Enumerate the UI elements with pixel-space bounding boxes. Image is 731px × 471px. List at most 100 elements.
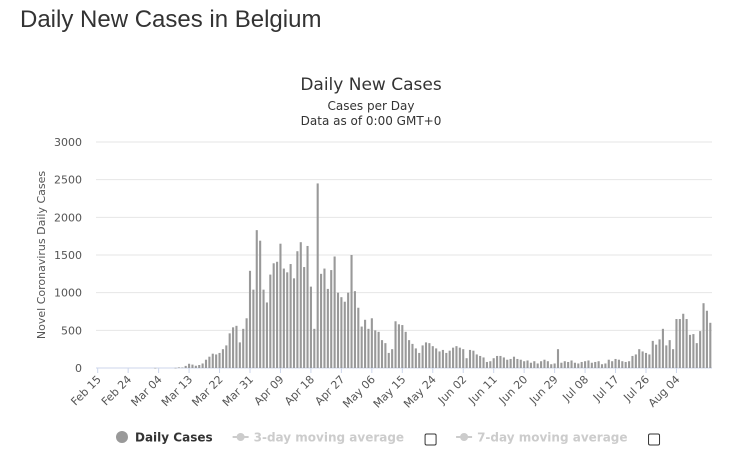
bar[interactable] — [279, 243, 282, 368]
legend-item[interactable]: 7-day moving average — [456, 431, 661, 446]
bar[interactable] — [675, 319, 678, 368]
bar[interactable] — [296, 251, 299, 368]
bar[interactable] — [282, 268, 285, 368]
bar[interactable] — [546, 361, 549, 368]
bar[interactable] — [556, 349, 560, 368]
bar[interactable] — [634, 354, 637, 368]
bar[interactable] — [526, 360, 529, 368]
bar[interactable] — [235, 325, 238, 368]
bar[interactable] — [590, 362, 593, 368]
bar[interactable] — [347, 292, 350, 368]
bar[interactable] — [685, 319, 688, 368]
bar[interactable] — [519, 359, 522, 368]
bar[interactable] — [309, 286, 312, 368]
bar[interactable] — [655, 344, 658, 368]
bar[interactable] — [289, 264, 292, 368]
bar[interactable] — [414, 348, 417, 368]
bar[interactable] — [688, 334, 692, 368]
bar[interactable] — [584, 361, 587, 368]
bar[interactable] — [550, 364, 553, 368]
bar[interactable] — [238, 342, 241, 368]
bar[interactable] — [702, 303, 705, 368]
bar[interactable] — [448, 350, 451, 368]
bar[interactable] — [536, 363, 539, 368]
bar[interactable] — [445, 352, 448, 368]
bar[interactable] — [638, 349, 641, 368]
bar[interactable] — [479, 355, 482, 368]
bar[interactable] — [377, 331, 380, 368]
bar[interactable] — [658, 339, 661, 368]
bar[interactable] — [269, 274, 272, 368]
bar[interactable] — [496, 355, 499, 368]
bar[interactable] — [255, 230, 258, 368]
bar[interactable] — [644, 352, 648, 368]
bar[interactable] — [533, 361, 536, 368]
bar[interactable] — [482, 357, 485, 368]
bar[interactable] — [367, 328, 370, 368]
legend-checkbox[interactable] — [424, 433, 437, 446]
bar[interactable] — [458, 347, 461, 368]
bar[interactable] — [614, 358, 617, 368]
bar[interactable] — [350, 255, 353, 368]
bar[interactable] — [628, 361, 631, 368]
bar[interactable] — [492, 358, 495, 368]
bar[interactable] — [353, 291, 356, 368]
bar[interactable] — [435, 348, 438, 368]
bar[interactable] — [682, 313, 685, 368]
bar[interactable] — [705, 310, 708, 368]
bar[interactable] — [600, 364, 604, 368]
bar[interactable] — [475, 354, 478, 368]
bar[interactable] — [221, 349, 224, 368]
bar[interactable] — [204, 359, 208, 368]
bar[interactable] — [262, 289, 265, 368]
bar[interactable] — [617, 359, 620, 368]
bar[interactable] — [380, 340, 384, 368]
bar[interactable] — [391, 349, 394, 368]
bar[interactable] — [502, 357, 505, 368]
bar[interactable] — [641, 351, 644, 368]
bar[interactable] — [665, 345, 668, 368]
bar[interactable] — [597, 361, 600, 368]
bar[interactable] — [370, 318, 373, 368]
bar[interactable] — [462, 349, 465, 368]
bar[interactable] — [611, 361, 614, 368]
bar[interactable] — [174, 367, 177, 369]
bar[interactable] — [408, 340, 411, 368]
bar[interactable] — [191, 364, 194, 368]
bar[interactable] — [323, 268, 326, 368]
bar[interactable] — [384, 343, 387, 368]
bar[interactable] — [607, 359, 610, 368]
bar[interactable] — [472, 350, 475, 368]
bar[interactable] — [499, 355, 502, 368]
bar[interactable] — [252, 289, 255, 368]
bar[interactable] — [563, 361, 566, 368]
bar[interactable] — [465, 358, 468, 368]
bar[interactable] — [489, 361, 492, 368]
bar[interactable] — [333, 256, 336, 368]
bar[interactable] — [648, 354, 651, 368]
bar[interactable] — [259, 240, 262, 368]
bar[interactable] — [512, 356, 516, 368]
bar[interactable] — [418, 352, 421, 368]
bar[interactable] — [265, 302, 268, 368]
bar[interactable] — [343, 301, 346, 368]
bar[interactable] — [678, 319, 681, 368]
bar[interactable] — [594, 361, 597, 368]
bar[interactable] — [529, 362, 532, 368]
bar[interactable] — [509, 358, 512, 368]
bar[interactable] — [306, 245, 309, 368]
bar[interactable] — [570, 360, 573, 368]
bar[interactable] — [543, 359, 546, 368]
bar[interactable] — [360, 326, 363, 368]
bar[interactable] — [624, 361, 627, 368]
bar[interactable] — [577, 363, 580, 368]
bar[interactable] — [374, 330, 377, 368]
bar[interactable] — [245, 318, 248, 368]
bar[interactable] — [292, 278, 296, 368]
bar[interactable] — [387, 352, 390, 368]
bar[interactable] — [357, 307, 360, 368]
bar[interactable] — [154, 367, 157, 369]
bar[interactable] — [232, 327, 235, 368]
bar[interactable] — [336, 292, 340, 368]
bar[interactable] — [364, 319, 367, 368]
